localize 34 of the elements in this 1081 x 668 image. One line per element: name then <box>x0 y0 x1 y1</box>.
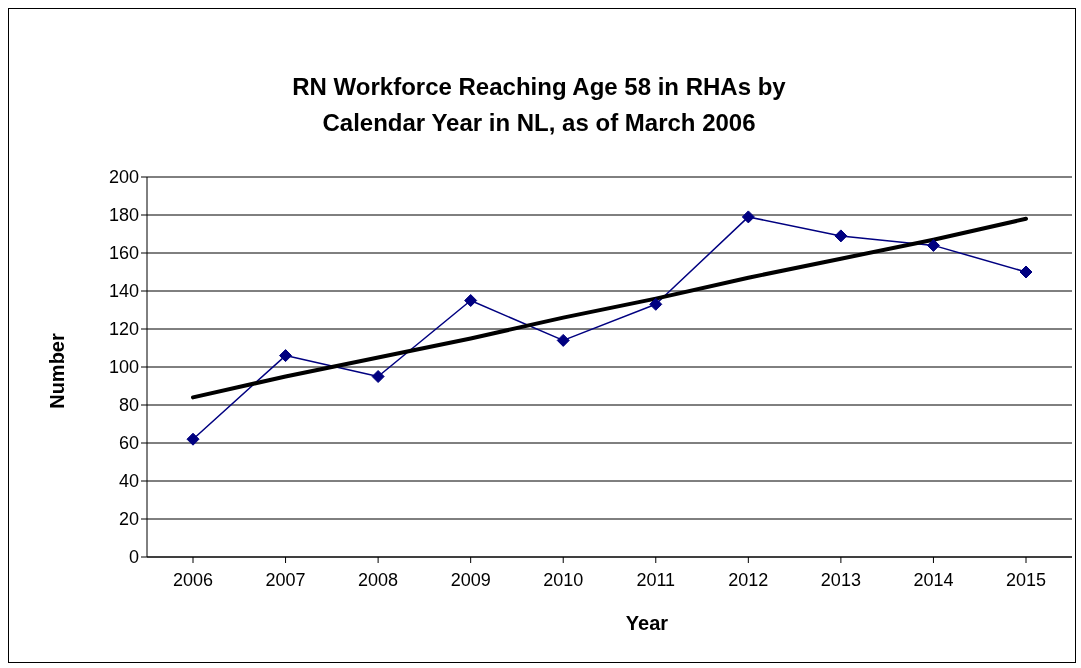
x-tick-label: 2007 <box>265 569 306 590</box>
x-tick-label: 2011 <box>636 569 676 590</box>
y-tick-label: 200 <box>108 167 139 188</box>
x-tick-label: 2010 <box>543 569 584 590</box>
point <box>371 370 385 383</box>
point <box>186 432 200 446</box>
y-tick-label: 20 <box>118 509 139 530</box>
x-tick-label: 2014 <box>913 569 954 590</box>
y-tick-label: 180 <box>108 205 139 226</box>
y-tick-label: 80 <box>118 395 139 416</box>
y-axis-title: Number <box>45 333 69 409</box>
x-tick-label: 2015 <box>1005 569 1047 590</box>
y-tick-label: 40 <box>118 471 139 492</box>
y-tick-label: 0 <box>128 547 139 568</box>
point <box>464 294 478 307</box>
x-tick-label: 2009 <box>450 569 491 590</box>
x-tick-label: 2006 <box>172 569 214 590</box>
point <box>926 238 940 252</box>
y-tick-label: 120 <box>108 319 139 340</box>
point <box>741 210 755 224</box>
y-tick-label: 160 <box>108 243 139 264</box>
chart-title: RN Workforce Reaching Age 58 in RHAs by Calendar Year in NL, as of March 2006 <box>291 72 787 138</box>
x-tick-label: 2013 <box>820 569 861 590</box>
point <box>279 349 293 363</box>
x-tick-label: 2012 <box>728 569 769 590</box>
x-tick-label: 2008 <box>358 569 399 590</box>
y-tick-label: 60 <box>118 433 139 454</box>
point <box>556 333 570 347</box>
point <box>1019 265 1033 279</box>
y-tick-label: 100 <box>108 357 139 378</box>
x-axis-title: Year <box>625 612 669 634</box>
point <box>649 297 663 311</box>
point <box>834 229 848 243</box>
y-tick-label: 140 <box>108 281 139 302</box>
